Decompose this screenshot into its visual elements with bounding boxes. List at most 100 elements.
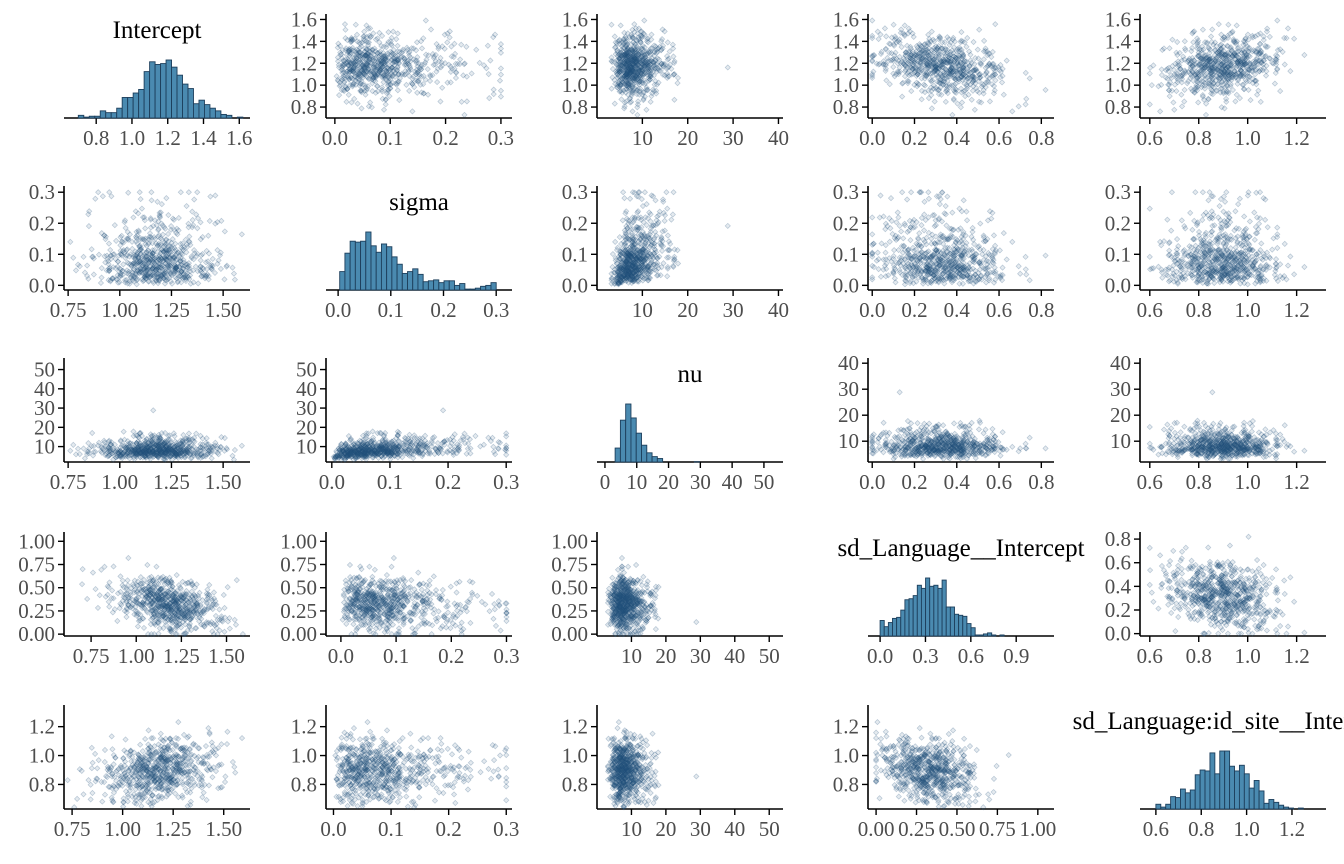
scatter-point	[383, 57, 390, 64]
scatter-point	[358, 105, 365, 112]
scatter-point	[360, 69, 367, 76]
scatter-point	[384, 50, 391, 57]
scatter-point	[347, 74, 354, 81]
scatter-point	[497, 93, 505, 100]
scatter-point	[364, 74, 371, 81]
scatter-point	[427, 73, 434, 80]
scatter-point	[1256, 40, 1264, 47]
scatter-point	[882, 249, 889, 256]
scatter-point	[85, 223, 93, 230]
y-tick-label: 0.0	[562, 273, 588, 297]
scatter-point	[130, 214, 137, 221]
scatter-point	[1042, 252, 1049, 259]
x-tick-label: 0.6	[986, 298, 1012, 322]
scatter-point	[1232, 98, 1239, 105]
scatter-point	[370, 74, 377, 82]
x-tick-label: 10	[632, 126, 653, 150]
scatter-point	[394, 87, 401, 94]
scatter-point	[957, 104, 964, 111]
scatter-point	[663, 189, 670, 196]
x-tick-label: 30	[723, 126, 744, 150]
panel-title: Intercept	[113, 17, 202, 44]
histogram-bar	[490, 282, 497, 291]
histogram-bar	[407, 271, 414, 291]
scatter-point	[908, 87, 915, 95]
scatter-point	[357, 80, 364, 87]
scatter-point	[402, 67, 409, 75]
scatter-point	[353, 51, 360, 58]
y-tick-label: 0.2	[833, 211, 859, 235]
scatter-point	[724, 222, 731, 230]
scatter-point	[158, 201, 165, 208]
histogram-bar	[448, 280, 455, 291]
scatter-point	[371, 72, 378, 79]
y-tick-label: 0.2	[562, 211, 588, 235]
scatter-point	[370, 75, 377, 82]
histogram-bar	[209, 107, 216, 119]
scatter-point	[413, 59, 420, 66]
scatter-point	[381, 73, 389, 80]
scatter-point	[351, 73, 358, 80]
scatter-point	[377, 61, 384, 68]
y-tick-label: 1.0	[562, 73, 588, 97]
scatter-point	[361, 87, 368, 94]
scatter-point	[373, 66, 380, 73]
scatter-point	[238, 231, 245, 238]
scatter-point	[177, 189, 184, 196]
scatter-point	[918, 96, 925, 103]
scatter-point	[351, 55, 358, 62]
x-tick-label: 1.0	[1235, 126, 1261, 150]
histogram-bar	[198, 99, 205, 119]
scatter-point	[356, 52, 364, 59]
histogram-bar	[193, 103, 200, 119]
histogram-bar	[149, 61, 156, 119]
scatter-point	[412, 68, 419, 75]
y-tick-label: 0.8	[562, 95, 588, 119]
scatter-point	[396, 96, 403, 104]
scatter-point	[340, 57, 347, 65]
scatter-point	[377, 62, 384, 70]
scatter-point	[1262, 72, 1270, 79]
scatter-point	[391, 73, 399, 80]
scatter-point	[634, 111, 641, 119]
scatter-point	[379, 63, 386, 71]
scatter-point	[643, 106, 650, 113]
scatter-point	[387, 76, 394, 83]
scatter-point	[886, 81, 893, 88]
histogram-bar	[154, 64, 162, 119]
x-tick-label: 0.8	[1028, 126, 1054, 150]
scatter-point	[70, 254, 77, 261]
histogram-bar	[485, 284, 492, 291]
scatter-point	[105, 240, 113, 247]
scatter-point	[380, 58, 387, 65]
scatter-point	[1017, 270, 1024, 277]
histogram-bar	[370, 245, 377, 291]
scatter-point	[426, 77, 434, 85]
scatter-point	[944, 193, 951, 200]
scatter-point	[1281, 61, 1288, 68]
x-tick-label: 0.6	[1137, 126, 1163, 150]
histogram-bar	[354, 241, 362, 291]
y-tick-label: 1.6	[562, 7, 588, 31]
scatter-point	[447, 63, 454, 70]
histogram-bar	[110, 112, 118, 119]
scatter-point	[648, 31, 655, 38]
scatter-point	[380, 60, 388, 67]
scatter-point	[381, 60, 388, 67]
scatter-point	[347, 38, 354, 46]
scatter-point	[903, 196, 911, 203]
scatter-point	[393, 56, 400, 63]
histogram-bar	[427, 280, 435, 291]
scatter-point	[883, 33, 890, 40]
scatter-point	[461, 111, 468, 119]
scatter-point	[369, 87, 376, 95]
scatter-point	[1146, 101, 1153, 108]
histogram-bar	[127, 97, 134, 119]
histogram-bar	[182, 83, 189, 119]
y-tick-label: 1.6	[833, 7, 859, 31]
scatter-point	[1266, 33, 1273, 40]
scatter-point	[976, 26, 983, 33]
scatter-point	[137, 195, 144, 203]
scatter-point	[346, 66, 353, 73]
scatter-point	[1291, 35, 1298, 42]
